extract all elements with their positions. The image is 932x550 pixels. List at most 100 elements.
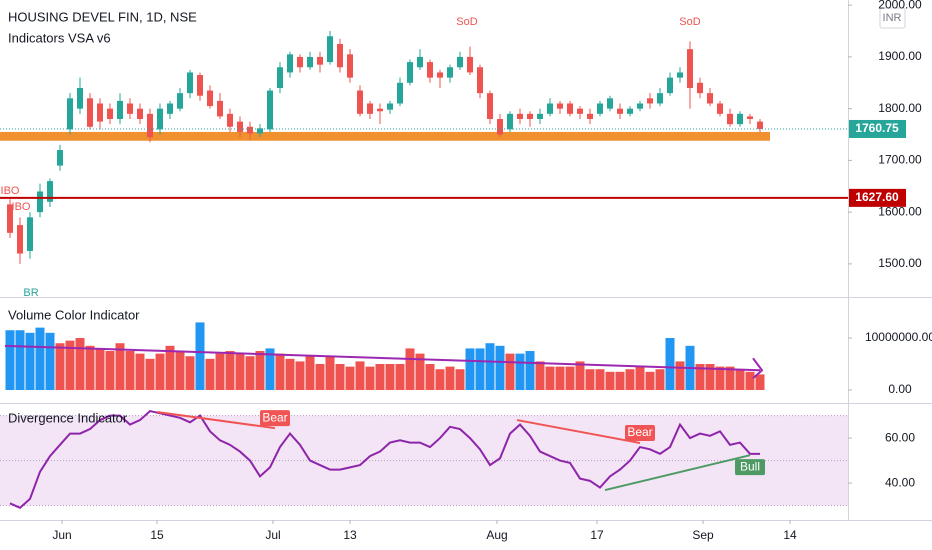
volume-bar [435,369,445,391]
volume-bar [525,351,535,391]
candle-body [237,121,243,132]
x-tick-label: 15 [150,528,164,542]
candle-body [197,75,203,96]
candle-body [207,90,213,107]
volume-bar [55,343,65,391]
divergence-line [516,419,641,445]
volume-bar [695,364,705,391]
y-tick-label: 60.00 [885,430,915,444]
divergence-label: Bear [627,425,652,439]
candle-body [717,103,723,114]
volume-bar [215,353,225,391]
y-tick-label: 1700.00 [878,153,922,167]
chart-subtitle: Indicators VSA v6 [8,30,111,45]
candle-body [247,126,253,134]
currency: INR [883,12,902,24]
candle-body [597,103,603,114]
chart-title: HOUSING DEVEL FIN, 1D, NSE [8,9,197,24]
volume-bar [565,366,575,391]
candle-body [47,181,53,202]
candle-body [537,113,543,120]
volume-bar [715,366,725,391]
divergence-line [156,410,276,430]
candle-body [657,93,663,104]
x-tick-label: Jun [52,528,71,542]
candle-body [557,103,563,109]
volume-bar [645,371,655,391]
volume-bar [325,356,335,391]
volume-bar [75,338,85,391]
volume-bar [65,340,75,391]
candle-body [487,93,493,120]
volume-bar [405,348,415,391]
currency-box[interactable] [879,7,906,29]
y-tick-label: 40.00 [885,475,915,489]
volume-bar [585,369,595,391]
candle-body [257,128,263,134]
y-tick-label: 0.00 [888,382,912,396]
volume-bar [115,343,125,391]
trend-arrow [752,357,764,379]
volume-bar [285,358,295,391]
y-tick-label: 10000000.00 [865,330,932,344]
candle-body [227,113,233,127]
candle-body [27,217,33,251]
candle-body [587,113,593,120]
pane-title: Volume Color Indicator [8,307,140,322]
y-tick-label: 2000.00 [878,0,922,11]
divergence-label-box [260,410,290,427]
candle-body [187,72,193,94]
signal-label: SoD [679,16,700,28]
candle-body [607,98,613,109]
candle-body [417,56,423,68]
candle-body [297,56,303,68]
candle-body [277,67,283,88]
volume-bar [245,356,255,391]
candle-body [167,103,173,114]
volume-bar [395,364,405,391]
candle-body [737,113,743,125]
zone [0,131,770,141]
volume-bar [375,364,385,391]
candle-body [217,100,223,117]
candle-body [567,103,573,114]
volume-bar [225,351,235,391]
price-label-box [849,119,906,138]
candle-body [117,100,123,120]
candle-body [527,113,533,120]
volume-bar [545,366,555,391]
volume-bar [485,343,495,391]
candle-body [397,82,403,104]
volume-bar [515,353,525,391]
divergence-label-box [735,459,765,476]
volume-bar [505,353,515,391]
volume-bar [175,351,185,391]
signal-label: SoD [456,16,477,28]
candle-body [437,72,443,78]
pane-title: Divergence Indicator [8,410,128,425]
volume-bar [455,369,465,391]
candle-body [507,113,513,130]
x-tick-label: Aug [486,528,507,542]
x-tick-label: Sep [692,528,714,542]
candle-body [747,116,753,120]
volume-bar [205,358,215,391]
volume-bar [345,366,355,391]
candle-body [327,36,333,63]
divergence-label: Bear [262,410,287,424]
divergence-label-box [625,425,655,442]
y-tick-label: 1800.00 [878,101,922,115]
candle-body [407,62,413,83]
candle-body [307,56,313,68]
candle-body [177,93,183,109]
volume-bar [495,345,505,391]
volume-bar [95,348,105,391]
volume-bar [735,369,745,391]
price-label: 1760.75 [855,121,899,135]
divergence-label: Bull [740,459,760,473]
candle-body [107,108,113,120]
candle-body [477,67,483,94]
candle-body [367,103,373,114]
volume-bar [625,369,635,391]
